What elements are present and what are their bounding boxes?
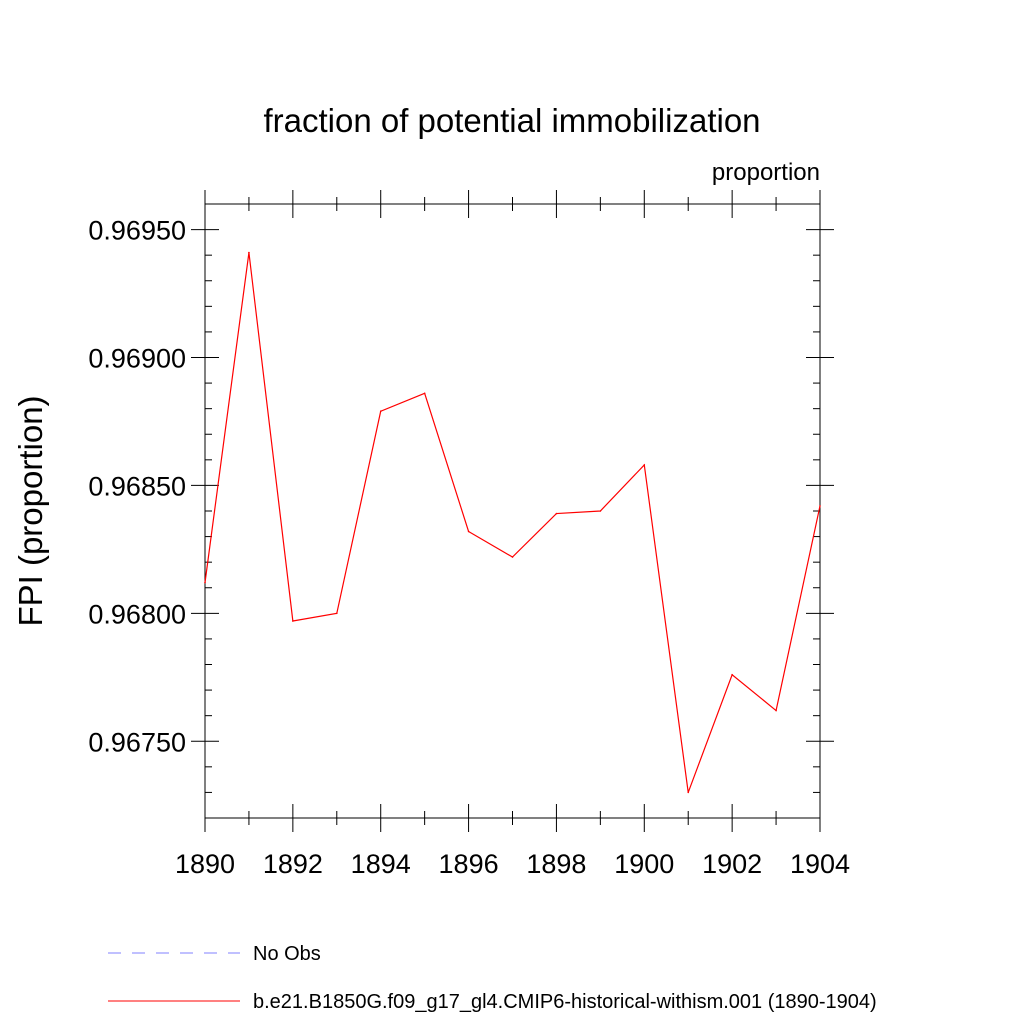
data-point — [511, 556, 514, 558]
data-point — [687, 791, 690, 794]
chart-title: fraction of potential immobilization — [263, 102, 760, 139]
data-point — [335, 612, 338, 615]
data-point — [643, 464, 646, 466]
x-tick-label: 1900 — [614, 849, 674, 879]
data-point — [204, 581, 206, 584]
data-point — [423, 392, 426, 395]
legend-label: b.e21.B1850G.f09_g17_gl4.CMIP6-historica… — [253, 991, 877, 1013]
y-axis-label: FPI (proportion) — [12, 395, 49, 626]
x-tick-label: 1898 — [526, 849, 586, 879]
data-point — [731, 673, 733, 676]
data-point — [292, 620, 294, 622]
y-tick-label: 0.96750 — [88, 727, 186, 757]
y-tick-label: 0.96900 — [88, 344, 186, 374]
data-point — [248, 251, 250, 254]
data-point — [775, 709, 777, 712]
series-layer — [204, 251, 821, 794]
data-point — [467, 530, 470, 533]
legend: No Obs b.e21.B1850G.f09_g17_gl4.CMIP6-his… — [108, 943, 877, 1013]
x-tick-label: 1902 — [702, 849, 762, 879]
x-tick-label: 1904 — [790, 849, 850, 879]
plot-area — [204, 203, 821, 819]
data-point — [819, 505, 821, 507]
legend-label: No Obs — [253, 943, 321, 965]
x-tick-label: 1890 — [175, 849, 235, 879]
x-tick-label: 1894 — [351, 849, 411, 879]
axis-ticks: 1890 1892 1894 1896 1898 1900 1902 1904 0.96750 0… — [88, 190, 850, 879]
x-tick-label: 1892 — [263, 849, 323, 879]
data-point — [379, 410, 382, 413]
y-tick-label: 0.96850 — [88, 471, 186, 501]
y-tick-label: 0.96800 — [88, 599, 186, 629]
data-point — [555, 512, 558, 515]
data-point — [599, 510, 602, 512]
units-label: proportion — [712, 159, 820, 186]
x-tick-label: 1896 — [439, 849, 499, 879]
series-line-0 — [204, 252, 821, 793]
y-tick-label: 0.96950 — [88, 216, 186, 246]
plot-frame — [204, 203, 821, 819]
